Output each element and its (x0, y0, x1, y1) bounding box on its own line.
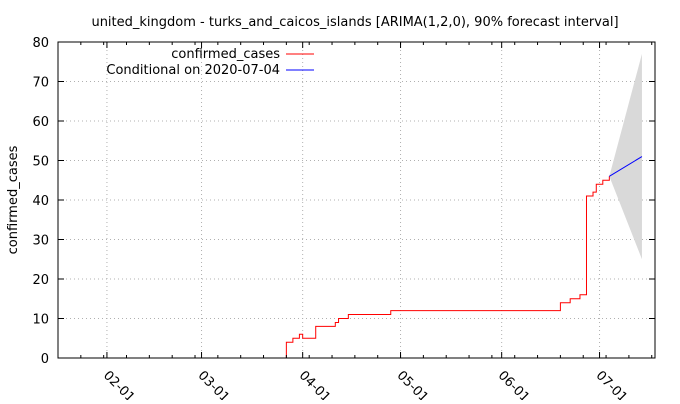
plot-frame (57, 41, 656, 359)
series-layer (283, 156, 643, 359)
confirmed-cases-line (283, 176, 610, 359)
legend-label: confirmed_cases (171, 47, 280, 62)
forecast-interval-band (609, 53, 642, 260)
x-tick-label: 04-01 (296, 368, 333, 400)
y-tick-label: 70 (32, 76, 49, 91)
y-tick-label: 0 (41, 352, 49, 367)
forecast-line (609, 156, 643, 177)
y-tick-label: 20 (32, 273, 49, 288)
y-tick-label: 60 (32, 115, 49, 130)
x-tick-label: 05-01 (394, 368, 431, 400)
ticks-layer: 0 10 20 30 40 50 60 70 80 02-01 03-01 04-01 05-01 06-… (32, 36, 655, 404)
y-tick-label: 40 (32, 194, 49, 209)
y-tick-label: 80 (32, 36, 49, 51)
grid-layer (58, 42, 655, 358)
x-tick-label: 07-01 (593, 368, 630, 400)
y-tick-label: 30 (32, 234, 49, 249)
x-tick-label: 03-01 (195, 368, 232, 400)
legend-label: Conditional on 2020-07-04 (106, 63, 280, 78)
y-axis-label: confirmed_cases (6, 145, 21, 254)
forecast-band-layer (609, 53, 642, 260)
y-tick-label: 50 (32, 155, 49, 170)
chart-title: united_kingdom - turks_and_caicos_island… (91, 15, 618, 30)
x-tick-label: 06-01 (495, 368, 532, 400)
y-tick-label: 10 (32, 313, 49, 328)
x-tick-label: 02-01 (100, 368, 137, 400)
